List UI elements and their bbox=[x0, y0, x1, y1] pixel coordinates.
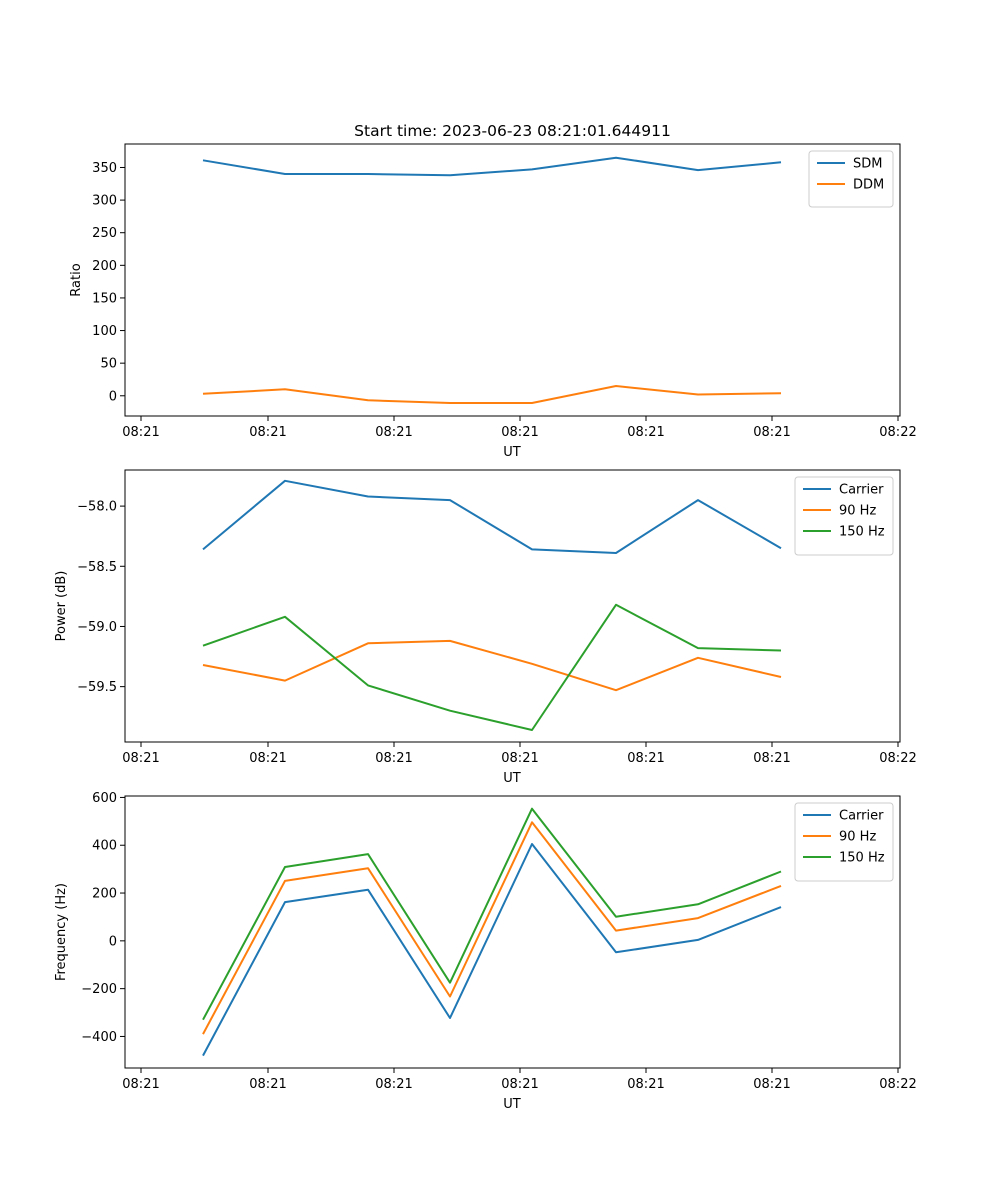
x-tick-label: 08:21 bbox=[375, 1077, 412, 1092]
x-tick-label: 08:21 bbox=[501, 425, 538, 440]
series-line-sdm bbox=[202, 156, 782, 177]
y-tick-label: 0 bbox=[109, 389, 117, 404]
x-tick-label: 08:21 bbox=[122, 425, 159, 440]
legend-label: 150 Hz bbox=[839, 851, 885, 866]
plot-frame bbox=[124, 795, 901, 1069]
x-tick-label: 08:21 bbox=[501, 751, 538, 766]
y-tick-label: 150 bbox=[92, 291, 117, 306]
x-tick-label: 08:21 bbox=[375, 425, 412, 440]
y-tick-label: 350 bbox=[92, 161, 117, 176]
legend-label: DDM bbox=[853, 178, 884, 193]
x-axis-label: UT bbox=[503, 445, 521, 460]
y-tick-label: 200 bbox=[92, 887, 117, 902]
x-tick-label: 08:21 bbox=[627, 425, 664, 440]
x-tick-label: 08:21 bbox=[249, 425, 286, 440]
x-tick-label: 08:22 bbox=[879, 751, 916, 766]
legend-label: 150 Hz bbox=[839, 525, 885, 540]
y-tick-label: −400 bbox=[81, 1030, 117, 1045]
x-tick-label: 08:21 bbox=[501, 1077, 538, 1092]
y-axis-label: Frequency (Hz) bbox=[54, 883, 69, 981]
y-tick-label: 50 bbox=[100, 357, 117, 372]
legend-label: SDM bbox=[853, 157, 882, 172]
series-line-90-hz bbox=[202, 821, 782, 1035]
x-tick-label: 08:21 bbox=[627, 751, 664, 766]
x-tick-label: 08:21 bbox=[375, 751, 412, 766]
y-tick-label: 0 bbox=[109, 934, 117, 949]
legend-label: 90 Hz bbox=[839, 504, 876, 519]
legend-label: Carrier bbox=[839, 483, 884, 498]
chart-panel-1: Start time: 2023-06-23 08:21:01.644911 08… bbox=[69, 122, 917, 460]
legend-label: Carrier bbox=[839, 809, 884, 824]
legend-label: 90 Hz bbox=[839, 830, 876, 845]
x-tick-label: 08:22 bbox=[879, 425, 916, 440]
y-tick-label: −200 bbox=[81, 982, 117, 997]
legend-box bbox=[794, 476, 894, 556]
legend: SDM DDM bbox=[808, 150, 894, 208]
x-tick-label: 08:21 bbox=[122, 1077, 159, 1092]
x-tick-label: 08:21 bbox=[753, 1077, 790, 1092]
y-tick-label: 200 bbox=[92, 259, 117, 274]
series-line-150-hz bbox=[202, 807, 782, 1021]
x-tick-label: 08:21 bbox=[249, 1077, 286, 1092]
x-tick-label: 08:21 bbox=[753, 751, 790, 766]
series-line-90-hz bbox=[202, 639, 782, 692]
x-tick-label: 08:21 bbox=[753, 425, 790, 440]
x-tick-label: 08:22 bbox=[879, 1077, 916, 1092]
y-tick-label: −59.0 bbox=[77, 620, 117, 635]
y-axis-label: Power (dB) bbox=[54, 571, 69, 642]
series-line-150-hz bbox=[202, 603, 782, 731]
chart-title: Start time: 2023-06-23 08:21:01.644911 bbox=[354, 122, 671, 140]
y-axis-label: Ratio bbox=[69, 263, 84, 296]
y-tick-label: 300 bbox=[92, 194, 117, 209]
x-axis-label: UT bbox=[503, 1097, 521, 1112]
chart-panel-3: 08:21 08:21 08:21 08:21 08:21 08:21 08:22 UT −40… bbox=[54, 791, 917, 1112]
legend: Carrier 90 Hz 150 Hz bbox=[794, 476, 894, 556]
series-line-carrier bbox=[202, 479, 782, 554]
x-axis-label: UT bbox=[503, 771, 521, 786]
y-tick-label: 600 bbox=[92, 791, 117, 806]
y-tick-label: 250 bbox=[92, 226, 117, 241]
plot-frame bbox=[124, 143, 901, 417]
plot-frame bbox=[124, 469, 901, 743]
y-tick-label: 400 bbox=[92, 839, 117, 854]
y-tick-label: −58.0 bbox=[77, 500, 117, 515]
series-line-ddm bbox=[202, 385, 782, 404]
x-tick-label: 08:21 bbox=[122, 751, 159, 766]
legend: Carrier 90 Hz 150 Hz bbox=[794, 802, 894, 882]
x-tick-label: 08:21 bbox=[627, 1077, 664, 1092]
y-tick-label: 100 bbox=[92, 324, 117, 339]
x-tick-label: 08:21 bbox=[249, 751, 286, 766]
series-line-carrier bbox=[202, 843, 782, 1057]
chart-panel-2: 08:21 08:21 08:21 08:21 08:21 08:21 08:22 UT −59… bbox=[54, 469, 917, 786]
legend-box bbox=[794, 802, 894, 882]
y-tick-label: −59.5 bbox=[77, 680, 117, 695]
legend-box bbox=[808, 150, 894, 208]
y-tick-label: −58.5 bbox=[77, 560, 117, 575]
